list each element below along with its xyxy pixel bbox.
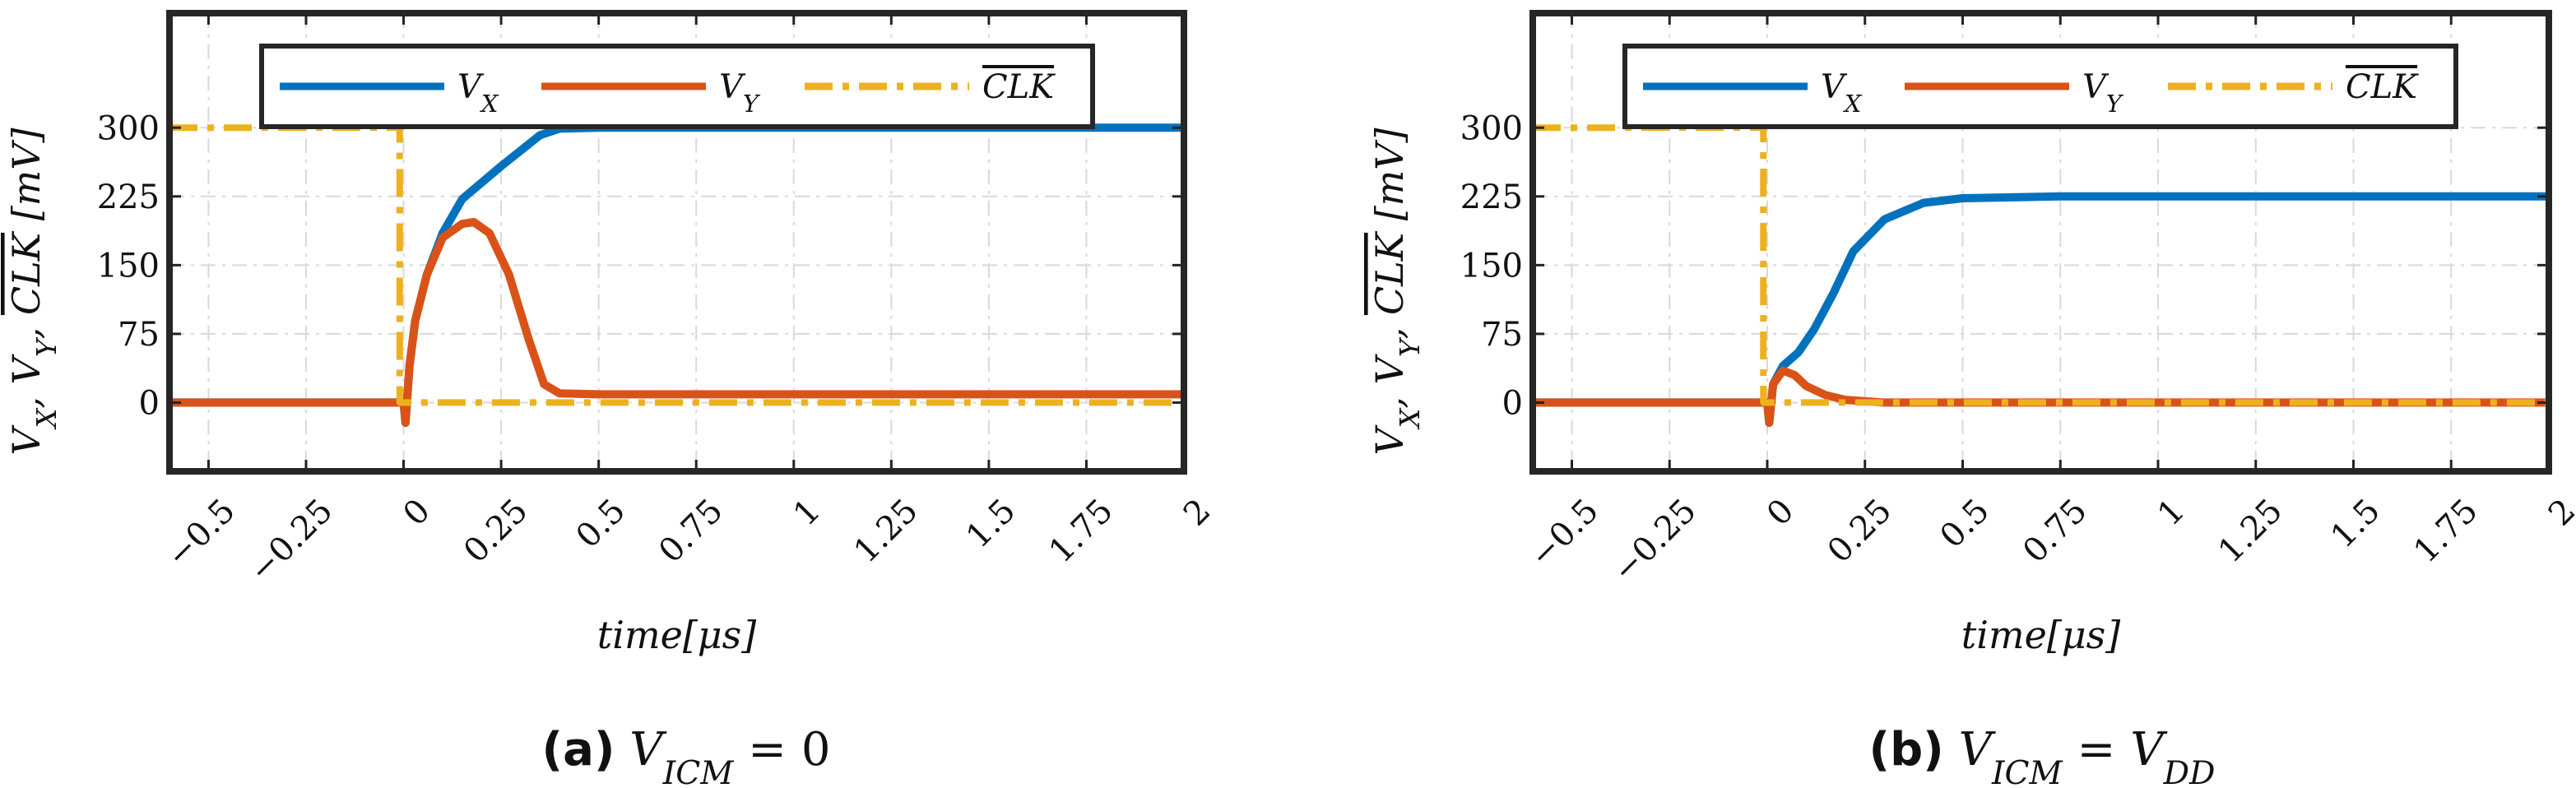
x-tick-label: −0.5	[1523, 492, 1606, 575]
legend-label: CLK	[2346, 68, 2419, 106]
x-tick-label: 1	[787, 492, 828, 534]
y-tick-label: 150	[97, 247, 160, 285]
x-tick-label: 0.5	[569, 492, 634, 556]
x-tick-label: 0.75	[2016, 492, 2095, 571]
y-tick-label: 300	[1460, 109, 1523, 147]
y-tick-label: 225	[97, 178, 160, 216]
legend-label: CLK	[982, 68, 1056, 106]
chart-panel-a: 0 75 150 225 300 −0.5 −0.25 0 0.25 0.5 0.75 1 1.25 1.…	[4, 10, 1218, 657]
legend: VX VY CLK	[1622, 44, 2458, 129]
legend: VX VY CLK	[259, 44, 1095, 129]
x-tick-label: 0.75	[652, 492, 731, 571]
x-tick-label: 1.5	[2323, 492, 2388, 556]
series-line-vx	[169, 123, 1184, 427]
x-tick-label: 0.25	[457, 492, 536, 571]
x-tick-label: 1.5	[959, 492, 1023, 556]
x-tick-label: 1.25	[2212, 492, 2291, 571]
x-tick-label: −0.25	[242, 492, 340, 590]
axes-frame	[166, 10, 1187, 475]
y-tick-label: 225	[1460, 178, 1523, 216]
x-tick-label: 2	[1177, 492, 1218, 534]
legend-label: VY	[2082, 68, 2124, 118]
y-tick-label: 0	[1502, 384, 1523, 422]
x-tick-label: 0.25	[1821, 492, 1900, 571]
x-tick-label: 1.75	[2407, 492, 2485, 571]
x-tick-label: 1	[2151, 492, 2193, 534]
x-tick-label: −0.25	[1605, 492, 1703, 590]
x-tick-label: 0	[396, 492, 438, 534]
y-tick-label: 0	[139, 384, 160, 422]
legend-label: VX	[1821, 68, 1863, 118]
y-axis-label: VX, VY, CLK [mV]	[1367, 128, 1426, 456]
chart-panel-b: 0 75 150 225 300 −0.5 −0.25 0 0.25 0.5 0.75 1 1.25 1.…	[1367, 10, 2576, 657]
x-axis-label: time[μs]	[1961, 613, 2120, 657]
figure-caption: (a) VICM = 0	[541, 723, 830, 788]
series-line-vx	[1533, 192, 2549, 427]
y-tick-label: 75	[118, 316, 160, 354]
x-tick-label: 1.75	[1042, 492, 1121, 571]
y-tick-label: 150	[1460, 247, 1523, 285]
x-axis-label: time[μs]	[597, 613, 756, 657]
y-axis-label: VX, VY, CLK [mV]	[4, 128, 63, 456]
y-tick-label: 300	[97, 109, 160, 147]
axes-frame	[1529, 10, 2552, 475]
x-tick-label: 1.25	[847, 492, 926, 571]
y-tick-label: 75	[1481, 316, 1523, 354]
legend-label: VY	[719, 68, 761, 118]
x-tick-label: 0.5	[1933, 492, 1997, 556]
series-line-vy	[169, 218, 1184, 427]
series-line-vy	[1533, 366, 2549, 427]
legend-label: VX	[457, 68, 499, 118]
x-tick-label: 0	[1760, 492, 1802, 534]
figure-caption: (b) VICM = VDD	[1869, 723, 2216, 788]
x-tick-label: 2	[2541, 492, 2576, 534]
x-tick-label: −0.5	[160, 492, 243, 575]
